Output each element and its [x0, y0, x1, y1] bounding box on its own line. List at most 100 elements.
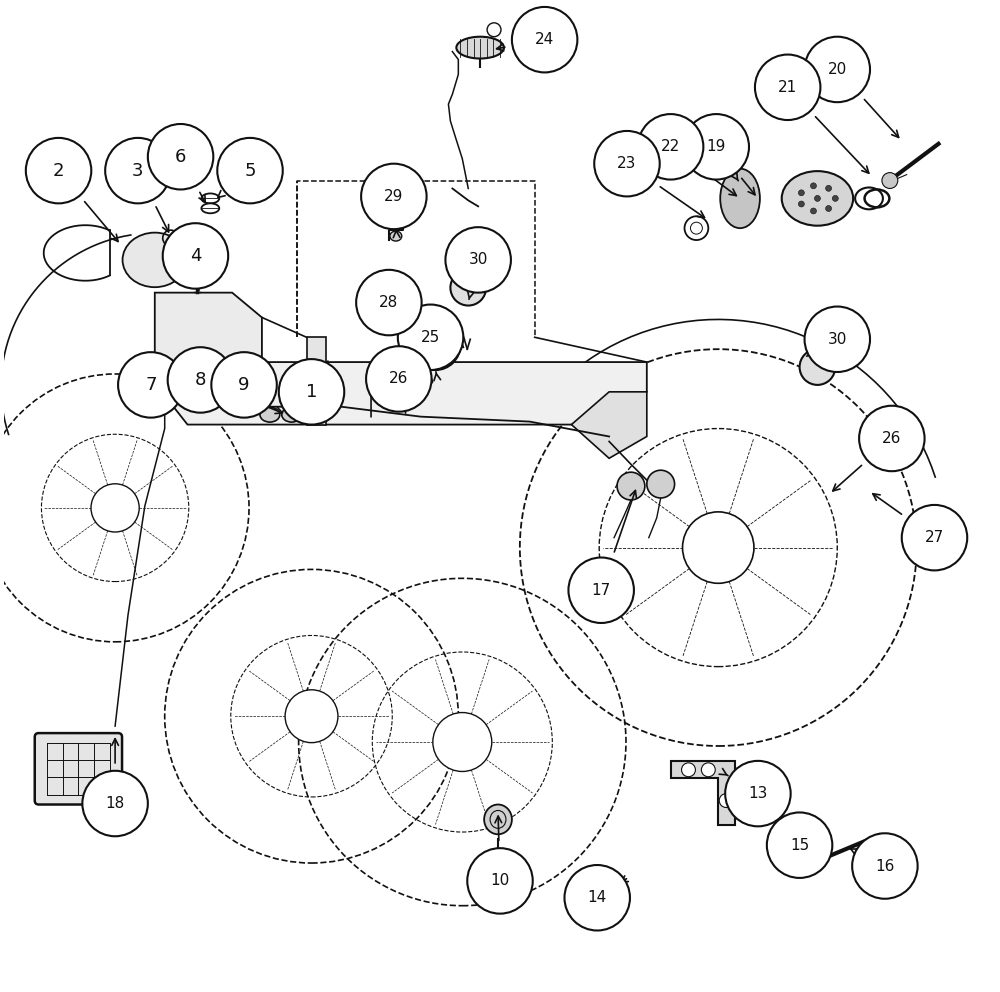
Circle shape: [163, 223, 228, 289]
Circle shape: [810, 208, 816, 214]
Ellipse shape: [201, 203, 219, 213]
Circle shape: [564, 865, 630, 930]
Circle shape: [512, 7, 577, 72]
Circle shape: [433, 712, 492, 772]
Polygon shape: [571, 392, 647, 458]
Ellipse shape: [201, 193, 219, 203]
Text: 30: 30: [468, 252, 488, 268]
Circle shape: [594, 131, 660, 196]
Circle shape: [211, 352, 277, 418]
Text: 26: 26: [389, 371, 409, 387]
Circle shape: [826, 186, 832, 191]
Circle shape: [814, 195, 820, 201]
Circle shape: [805, 307, 870, 372]
Text: 24: 24: [535, 32, 554, 48]
Circle shape: [91, 484, 139, 532]
Polygon shape: [158, 362, 647, 425]
Circle shape: [719, 794, 733, 807]
Circle shape: [26, 138, 91, 203]
Text: 3: 3: [132, 162, 144, 180]
Circle shape: [279, 359, 344, 425]
Circle shape: [800, 349, 835, 385]
Circle shape: [810, 183, 816, 188]
Circle shape: [852, 833, 918, 899]
Text: 25: 25: [421, 329, 440, 345]
Text: 9: 9: [238, 376, 250, 394]
Circle shape: [366, 346, 432, 412]
Circle shape: [450, 270, 486, 306]
Circle shape: [148, 124, 213, 189]
Circle shape: [767, 812, 832, 878]
Circle shape: [118, 352, 184, 418]
Polygon shape: [383, 365, 433, 397]
Text: 14: 14: [588, 890, 607, 906]
Circle shape: [805, 37, 870, 102]
Circle shape: [902, 505, 967, 570]
Circle shape: [82, 771, 148, 836]
Circle shape: [487, 23, 501, 37]
Circle shape: [859, 406, 925, 471]
Circle shape: [617, 472, 645, 500]
Text: 17: 17: [592, 582, 611, 598]
Text: 5: 5: [244, 162, 256, 180]
Ellipse shape: [304, 409, 323, 425]
Text: 15: 15: [790, 837, 809, 853]
Circle shape: [798, 189, 804, 195]
Ellipse shape: [456, 37, 504, 59]
Text: 20: 20: [828, 62, 847, 77]
Text: 2: 2: [53, 162, 64, 180]
Circle shape: [398, 305, 463, 370]
Polygon shape: [307, 337, 326, 425]
Text: 27: 27: [925, 530, 944, 546]
Text: 28: 28: [379, 295, 399, 310]
Circle shape: [701, 763, 715, 777]
Text: 1: 1: [306, 383, 317, 401]
Ellipse shape: [123, 233, 187, 288]
Circle shape: [682, 763, 695, 777]
Circle shape: [725, 761, 791, 826]
Text: 26: 26: [882, 431, 902, 446]
Ellipse shape: [390, 231, 402, 241]
Circle shape: [285, 689, 338, 743]
Text: 13: 13: [748, 786, 768, 802]
Text: 8: 8: [195, 371, 206, 389]
Text: 19: 19: [707, 139, 726, 155]
Text: 22: 22: [661, 139, 680, 155]
Circle shape: [105, 138, 171, 203]
Circle shape: [361, 164, 427, 229]
Text: 30: 30: [828, 331, 847, 347]
Ellipse shape: [260, 407, 280, 423]
Circle shape: [755, 55, 820, 120]
Circle shape: [356, 270, 422, 335]
Circle shape: [411, 320, 460, 370]
Circle shape: [638, 114, 703, 180]
Circle shape: [832, 195, 838, 201]
Text: 10: 10: [490, 873, 510, 889]
Circle shape: [798, 201, 804, 207]
Text: 21: 21: [778, 79, 797, 95]
Text: 29: 29: [384, 188, 404, 204]
Text: 7: 7: [145, 376, 157, 394]
Circle shape: [647, 470, 675, 498]
Circle shape: [826, 205, 832, 211]
Ellipse shape: [720, 169, 760, 228]
Circle shape: [684, 114, 749, 180]
Circle shape: [779, 826, 797, 844]
Text: 16: 16: [875, 858, 895, 874]
Circle shape: [467, 848, 533, 914]
Circle shape: [445, 227, 511, 293]
Ellipse shape: [782, 171, 853, 225]
Text: 4: 4: [190, 247, 201, 265]
Text: 23: 23: [617, 156, 637, 172]
Circle shape: [168, 347, 233, 413]
Polygon shape: [671, 761, 735, 825]
Circle shape: [568, 558, 634, 623]
Circle shape: [683, 512, 754, 583]
Circle shape: [217, 138, 283, 203]
Text: 18: 18: [105, 796, 125, 811]
FancyBboxPatch shape: [35, 733, 122, 805]
Text: 6: 6: [175, 148, 186, 166]
Ellipse shape: [282, 407, 302, 423]
Polygon shape: [155, 293, 262, 387]
Circle shape: [882, 173, 898, 188]
